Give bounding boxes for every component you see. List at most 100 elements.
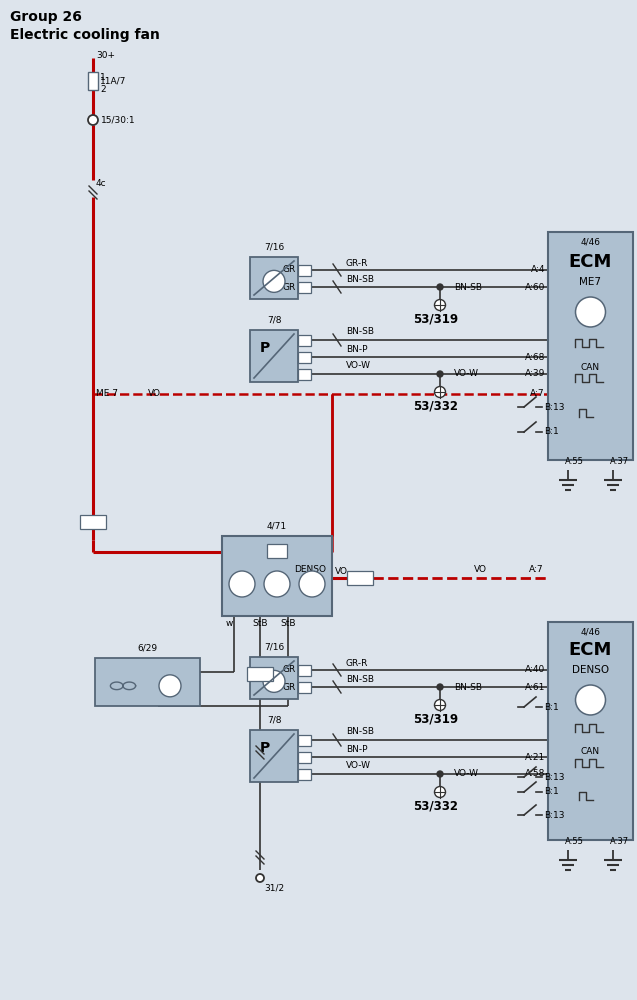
Text: Group 26: Group 26 xyxy=(10,10,82,24)
Text: VO: VO xyxy=(335,566,348,576)
Text: B:1: B:1 xyxy=(353,574,368,582)
Text: B:13: B:13 xyxy=(544,772,564,782)
Text: K: K xyxy=(274,579,280,589)
Text: BN-SB: BN-SB xyxy=(346,328,374,336)
Text: VO: VO xyxy=(148,389,161,398)
Text: Electric cooling fan: Electric cooling fan xyxy=(10,28,160,42)
Text: BN-SB: BN-SB xyxy=(346,674,374,684)
FancyBboxPatch shape xyxy=(80,515,106,529)
Text: StB: StB xyxy=(280,619,296,629)
Text: CAN: CAN xyxy=(581,748,600,756)
Text: ECM: ECM xyxy=(569,641,612,659)
Circle shape xyxy=(256,874,264,882)
Text: ×: × xyxy=(308,579,317,589)
Text: CAN: CAN xyxy=(581,362,600,371)
Text: 53/332: 53/332 xyxy=(413,800,459,812)
Text: w: w xyxy=(226,619,233,629)
Text: GR-R: GR-R xyxy=(346,658,368,668)
Circle shape xyxy=(434,300,445,310)
Text: A:60: A:60 xyxy=(525,282,545,292)
Text: A:2: A:2 xyxy=(253,670,268,678)
Text: BN-SB: BN-SB xyxy=(346,274,374,284)
FancyBboxPatch shape xyxy=(548,622,633,840)
Text: A:37: A:37 xyxy=(610,838,629,846)
Text: P: P xyxy=(260,741,270,755)
Text: StB: StB xyxy=(264,758,280,766)
FancyBboxPatch shape xyxy=(250,257,298,299)
Text: A:7: A:7 xyxy=(531,389,545,398)
Text: 1: 1 xyxy=(302,336,308,344)
Text: DENSO: DENSO xyxy=(572,665,609,675)
FancyBboxPatch shape xyxy=(298,352,311,362)
Text: 53/319: 53/319 xyxy=(413,712,459,726)
Text: VO-W: VO-W xyxy=(346,361,371,370)
Text: GR: GR xyxy=(283,265,296,274)
Text: StB: StB xyxy=(252,619,268,629)
FancyBboxPatch shape xyxy=(298,682,311,692)
FancyBboxPatch shape xyxy=(95,658,200,706)
Circle shape xyxy=(575,297,606,327)
Circle shape xyxy=(437,371,443,377)
Text: A:58: A:58 xyxy=(525,770,545,778)
Text: 4c: 4c xyxy=(96,178,106,188)
Text: BN-P: BN-P xyxy=(346,344,368,354)
FancyBboxPatch shape xyxy=(298,368,311,379)
Text: ME7: ME7 xyxy=(580,277,601,287)
Text: 7/8: 7/8 xyxy=(267,316,282,324)
Text: BN-SB: BN-SB xyxy=(346,728,374,736)
Circle shape xyxy=(88,115,98,125)
Text: A:21: A:21 xyxy=(525,752,545,762)
FancyBboxPatch shape xyxy=(298,334,311,346)
Text: 1: 1 xyxy=(302,666,308,674)
Text: B:1: B:1 xyxy=(544,702,559,712)
Text: 2: 2 xyxy=(302,353,307,361)
FancyBboxPatch shape xyxy=(250,730,298,782)
Text: 4/71: 4/71 xyxy=(267,522,287,530)
Circle shape xyxy=(263,270,285,292)
Text: 30+: 30+ xyxy=(96,50,115,60)
Text: A:4: A:4 xyxy=(531,265,545,274)
Text: 15/30:1: 15/30:1 xyxy=(101,115,136,124)
FancyBboxPatch shape xyxy=(250,330,298,382)
Text: 53/332: 53/332 xyxy=(413,399,459,412)
FancyBboxPatch shape xyxy=(548,232,633,460)
Text: 2: 2 xyxy=(302,682,307,692)
Text: 3: 3 xyxy=(302,369,308,378)
Text: B:1: B:1 xyxy=(544,788,559,796)
FancyBboxPatch shape xyxy=(298,734,311,746)
FancyBboxPatch shape xyxy=(298,282,311,292)
FancyBboxPatch shape xyxy=(250,657,298,699)
Text: K: K xyxy=(587,306,594,318)
Text: 3: 3 xyxy=(302,770,308,778)
Text: ×: × xyxy=(238,579,247,589)
FancyBboxPatch shape xyxy=(247,667,273,681)
Text: BN-P: BN-P xyxy=(346,744,368,754)
Text: 7/8: 7/8 xyxy=(267,716,282,724)
Text: 2: 2 xyxy=(302,752,307,762)
Text: P: P xyxy=(260,341,270,355)
FancyBboxPatch shape xyxy=(222,536,332,616)
Circle shape xyxy=(299,571,325,597)
Text: GR: GR xyxy=(283,666,296,674)
Text: K: K xyxy=(587,694,594,706)
Text: 1: 1 xyxy=(302,265,308,274)
Text: ECM: ECM xyxy=(569,253,612,271)
Text: A:55: A:55 xyxy=(565,838,584,846)
Text: 7/16: 7/16 xyxy=(264,242,284,251)
Text: BN-SB: BN-SB xyxy=(454,682,482,692)
Text: DENSO: DENSO xyxy=(294,566,326,574)
Circle shape xyxy=(437,284,443,290)
FancyBboxPatch shape xyxy=(298,664,311,676)
Text: VO-W: VO-W xyxy=(454,369,479,378)
Text: M: M xyxy=(166,681,175,691)
Text: A:55: A:55 xyxy=(565,458,584,466)
FancyBboxPatch shape xyxy=(298,264,311,275)
Text: 31/2: 31/2 xyxy=(264,884,284,892)
FancyBboxPatch shape xyxy=(267,544,287,558)
Text: VO-W: VO-W xyxy=(454,770,479,778)
Text: VO: VO xyxy=(473,566,487,574)
FancyBboxPatch shape xyxy=(298,752,311,762)
Text: 11A/7: 11A/7 xyxy=(100,77,126,86)
FancyBboxPatch shape xyxy=(298,768,311,780)
Text: A:61: A:61 xyxy=(525,682,545,692)
